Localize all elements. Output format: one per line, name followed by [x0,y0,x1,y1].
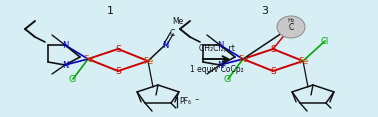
Text: Cl: Cl [321,37,329,46]
Text: S: S [115,66,121,75]
Text: CH₂Cl₂, rt: CH₂Cl₂, rt [198,44,234,53]
Text: N: N [62,60,68,69]
Text: Fe: Fe [238,55,248,64]
Text: C: C [169,29,175,38]
Text: S: S [270,44,276,53]
Text: Cl: Cl [69,75,77,84]
Text: Fe: Fe [298,57,308,66]
Text: N: N [217,60,223,69]
Text: S: S [270,66,276,75]
Text: H₂: H₂ [287,18,294,24]
Text: S: S [115,44,121,53]
Text: Me: Me [172,16,184,26]
Text: Cl: Cl [224,75,232,84]
Text: C: C [288,24,294,33]
Text: Fe: Fe [143,57,153,66]
Text: 3: 3 [262,6,268,16]
Text: PF₆: PF₆ [179,97,191,106]
Text: N: N [162,40,168,49]
Text: −: − [194,97,198,102]
Text: 1: 1 [107,6,113,16]
Ellipse shape [277,16,305,38]
Text: N: N [217,40,223,49]
Text: 1 equiv CoCp₂: 1 equiv CoCp₂ [190,64,243,73]
Text: N: N [62,40,68,49]
Text: Fe: Fe [83,55,93,64]
